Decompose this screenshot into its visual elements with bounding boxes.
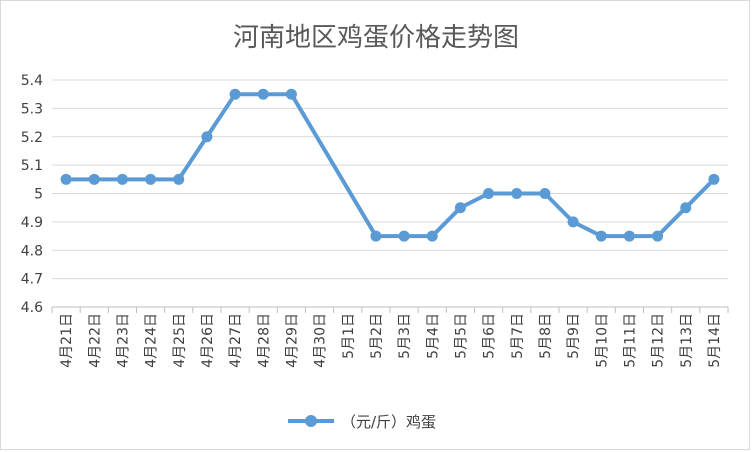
series-line-eggs <box>64 92 716 239</box>
series-layer <box>60 88 720 242</box>
gridlines <box>52 79 728 308</box>
data-point <box>201 131 213 143</box>
data-point <box>623 230 635 242</box>
y-tick-label: 4.6 <box>21 300 43 316</box>
data-point <box>60 173 72 185</box>
y-tick-label: 4.8 <box>21 243 43 259</box>
data-point <box>173 173 185 185</box>
x-tick-label: 5月13日 <box>679 313 695 368</box>
y-tick-label: 5.2 <box>21 130 43 146</box>
y-tick-label: 4.9 <box>21 215 43 231</box>
data-point <box>398 230 410 242</box>
data-point <box>88 173 100 185</box>
x-tick-label: 5月11日 <box>622 313 638 368</box>
x-tick-label: 4月26日 <box>200 313 216 368</box>
data-point <box>680 202 692 214</box>
y-axis-ticks: 4.6 4.7 4.8 4.9 5 5.1 5.2 5.3 5.4 <box>21 73 43 316</box>
x-tick-label: 4月23日 <box>115 313 131 368</box>
data-point <box>426 230 438 242</box>
x-tick-label: 5月6日 <box>482 313 498 359</box>
x-tick-label: 5月5日 <box>453 313 469 359</box>
x-tick-label: 5月8日 <box>538 313 554 359</box>
data-point <box>539 188 551 199</box>
legend-label: （元/斤）鸡蛋 <box>341 413 436 431</box>
x-tick-label: 5月9日 <box>566 313 582 359</box>
y-tick-label: 4.7 <box>21 272 43 288</box>
data-point <box>370 230 382 242</box>
x-tick-label: 5月2日 <box>369 313 385 359</box>
x-tick-label: 4月21日 <box>59 313 75 368</box>
x-tick-label: 4月27日 <box>228 313 244 368</box>
legend-marker <box>305 415 317 427</box>
y-tick-label: 5.1 <box>21 158 43 174</box>
data-point <box>652 230 664 242</box>
data-point <box>595 230 607 242</box>
x-tick-label: 4月28日 <box>256 313 272 368</box>
x-tick-label: 4月29日 <box>284 313 300 368</box>
x-tick-label: 5月3日 <box>397 313 413 359</box>
data-point <box>483 188 495 199</box>
x-axis-ticks: 4月21日 4月22日 4月23日 4月24日 4月25日 4月26日 4月27日 4月28日… <box>51 307 729 368</box>
data-point <box>257 88 269 100</box>
x-tick-label: 5月1日 <box>341 313 357 359</box>
x-tick-label: 4月24日 <box>144 313 160 368</box>
x-tick-label: 4月30日 <box>313 313 329 368</box>
data-point <box>145 173 157 185</box>
data-point <box>229 88 241 100</box>
y-tick-label: 5.4 <box>21 73 43 89</box>
y-tick-label: 5 <box>34 187 43 203</box>
x-tick-label: 5月4日 <box>425 313 441 359</box>
data-point <box>567 216 579 228</box>
x-tick-label: 5月7日 <box>510 313 526 359</box>
data-point <box>116 173 128 185</box>
data-point <box>708 173 720 185</box>
legend: （元/斤）鸡蛋 <box>288 413 436 431</box>
x-tick-label: 4月25日 <box>172 313 188 368</box>
x-tick-label: 4月22日 <box>87 313 103 368</box>
y-tick-label: 5.3 <box>21 101 43 117</box>
x-tick-label: 5月10日 <box>594 313 610 368</box>
data-point <box>511 188 523 199</box>
x-tick-label: 5月12日 <box>651 313 667 368</box>
data-point <box>454 202 466 214</box>
x-tick-label: 5月14日 <box>707 313 723 368</box>
chart-title: 河南地区鸡蛋价格走势图 <box>233 23 519 53</box>
data-point <box>285 88 297 100</box>
